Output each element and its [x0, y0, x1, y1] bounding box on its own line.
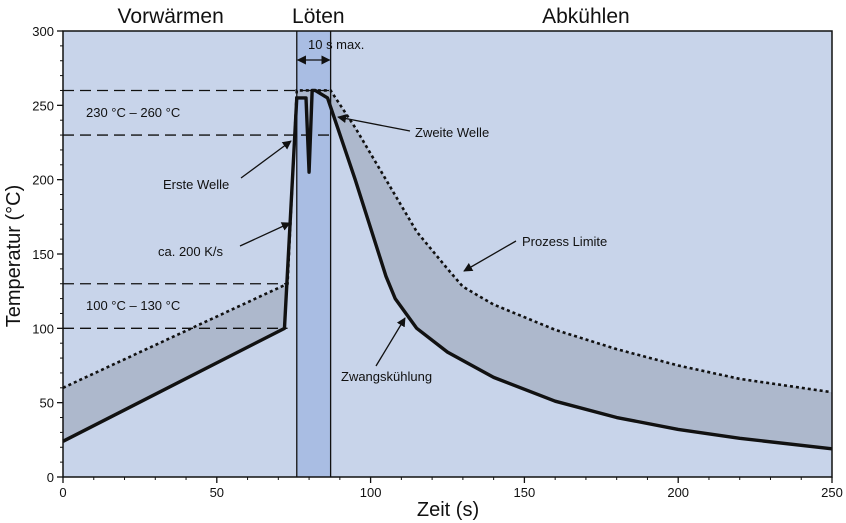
- annotation-forced-cooling: Zwangskühlung: [341, 369, 432, 384]
- x-tick-label: 50: [210, 485, 224, 500]
- annotation-ramp-rate: ca. 200 K/s: [158, 244, 224, 259]
- phase-label-preheat: Vorwärmen: [118, 5, 224, 28]
- phase-label-cooling: Abkühlen: [542, 5, 630, 28]
- first-wave-arrow: [240, 140, 292, 179]
- process-limit-line: [62, 89, 833, 394]
- ramp-rate-arrow: [239, 222, 291, 247]
- annotations: 230 °C – 260 °C 100 °C – 130 °C Erste We…: [86, 105, 607, 384]
- x-tick-label: 250: [821, 485, 843, 500]
- plot-area: [62, 30, 833, 478]
- y-tick-label: 200: [32, 173, 54, 188]
- x-axis: 0 50 100 150 200 250: [59, 477, 843, 500]
- x-tick-label: 200: [667, 485, 689, 500]
- solder-window-band: [296, 31, 331, 477]
- second-wave-arrow: [337, 114, 411, 132]
- y-tick-label: 150: [32, 247, 54, 262]
- annotation-preheat-range: 100 °C – 130 °C: [86, 298, 180, 313]
- annotation-solder-range: 230 °C – 260 °C: [86, 105, 180, 120]
- forced-cooling-line: [62, 88, 833, 451]
- phase-label-soldering: Löten: [292, 5, 345, 28]
- y-tick-label: 50: [40, 396, 54, 411]
- annotation-second-wave: Zweite Welle: [415, 125, 489, 140]
- x-tick-label: 0: [59, 485, 66, 500]
- annotation-first-wave: Erste Welle: [163, 177, 229, 192]
- y-tick-label: 100: [32, 321, 54, 336]
- y-tick-label: 0: [47, 470, 54, 485]
- phase-labels: Vorwärmen Löten Abkühlen: [118, 5, 630, 28]
- process-limit-arrow: [463, 240, 517, 272]
- y-axis: 0 50 100 150 200 250 300: [32, 24, 63, 485]
- forced-cooling-arrow: [375, 317, 406, 367]
- dwell-indicator: 10 s max.: [296, 37, 364, 65]
- reference-lines: [63, 89, 331, 329]
- x-tick-label: 150: [514, 485, 536, 500]
- annotation-process-limit: Prozess Limite: [522, 234, 607, 249]
- y-tick-label: 300: [32, 24, 54, 39]
- y-tick-label: 250: [32, 98, 54, 113]
- dwell-time-label: 10 s max.: [308, 37, 364, 52]
- y-axis-title: Temperatur (°C): [3, 185, 25, 327]
- x-axis-title: Zeit (s): [417, 499, 479, 521]
- process-window-fill: [63, 90, 832, 449]
- x-tick-label: 100: [360, 485, 382, 500]
